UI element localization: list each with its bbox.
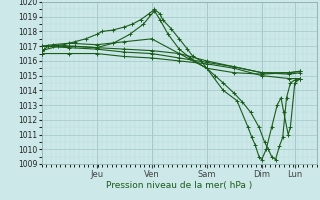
- X-axis label: Pression niveau de la mer( hPa ): Pression niveau de la mer( hPa ): [106, 181, 252, 190]
